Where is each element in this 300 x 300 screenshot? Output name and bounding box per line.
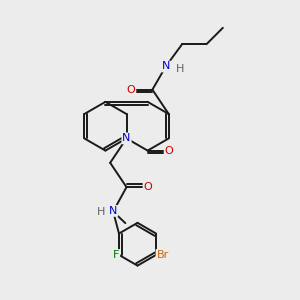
Text: Br: Br [157, 250, 169, 260]
Text: N: N [109, 206, 117, 216]
Text: N: N [162, 61, 170, 71]
Text: H: H [176, 64, 184, 74]
Text: F: F [113, 250, 119, 260]
Text: O: O [165, 146, 173, 156]
Text: O: O [127, 85, 135, 95]
Text: H: H [97, 206, 106, 217]
Text: N: N [122, 134, 131, 143]
Text: O: O [143, 182, 152, 192]
